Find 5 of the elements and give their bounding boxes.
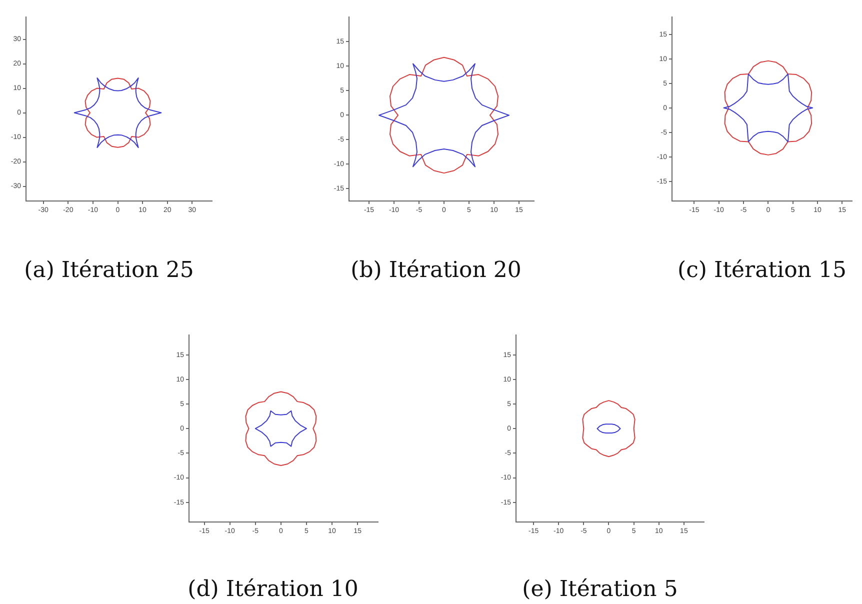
text: (b) Itération 20 — [350, 258, 522, 284]
text: (a) Itération 25 — [24, 258, 194, 284]
text: (d) Itération 10 — [188, 577, 358, 603]
text: (c) Itération 15 — [678, 258, 846, 284]
text: (e) Itération 5 — [522, 577, 678, 603]
